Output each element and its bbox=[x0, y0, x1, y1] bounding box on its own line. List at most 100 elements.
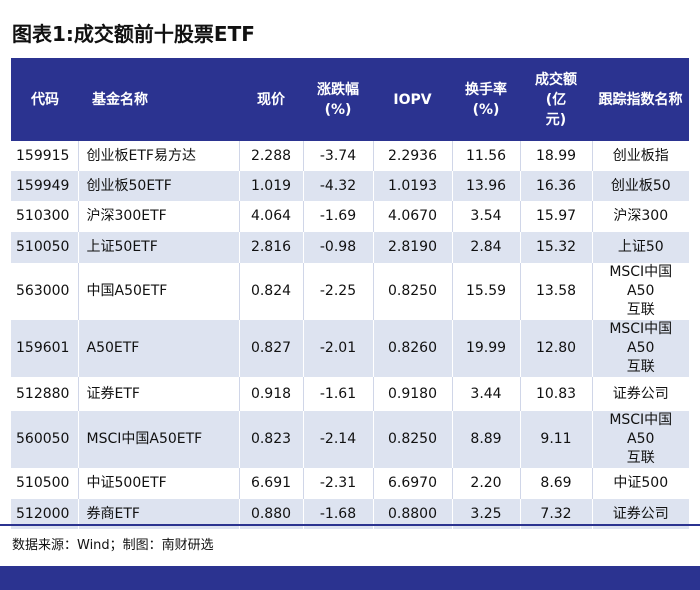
cell-iopv: 4.0670 bbox=[373, 201, 453, 232]
cell-turnover: 3.44 bbox=[452, 377, 521, 411]
header-turnover: 换手率 (%) bbox=[465, 81, 507, 118]
cell-amount: 18.99 bbox=[520, 141, 593, 171]
cell-turnover: 19.99 bbox=[452, 320, 521, 377]
cell-iopv: 2.2936 bbox=[373, 141, 453, 171]
table-row: 159949 创业板50ETF 1.019 -4.32 1.0193 13.96 16.36… bbox=[11, 171, 689, 201]
cell-iopv: 2.8190 bbox=[373, 232, 453, 263]
cell-index-line1: MSCI中国A50 bbox=[609, 264, 673, 299]
cell-price: 0.824 bbox=[239, 263, 304, 320]
cell-iopv: 0.9180 bbox=[373, 377, 453, 411]
cell-name: 中国A50ETF bbox=[78, 263, 240, 320]
cell-amount: 12.80 bbox=[520, 320, 593, 377]
cell-amount: 8.69 bbox=[520, 468, 593, 499]
cell-change: -4.32 bbox=[303, 171, 374, 201]
cell-amount: 15.32 bbox=[520, 232, 593, 263]
header-code: 代码 bbox=[31, 91, 59, 108]
cell-amount: 13.58 bbox=[520, 263, 593, 320]
cell-name: A50ETF bbox=[78, 320, 240, 377]
cell-index-line1: 中证500 bbox=[613, 475, 669, 491]
cell-code: 510500 bbox=[11, 468, 79, 499]
cell-index: 上证50 bbox=[592, 232, 689, 263]
cell-turnover: 8.89 bbox=[452, 411, 521, 468]
table-row: 563000 中国A50ETF 0.824 -2.25 0.8250 15.59 13.58… bbox=[11, 263, 689, 320]
cell-amount: 16.36 bbox=[520, 171, 593, 201]
cell-change: -1.61 bbox=[303, 377, 374, 411]
cell-name: 中证500ETF bbox=[78, 468, 240, 499]
cell-turnover: 2.20 bbox=[452, 468, 521, 499]
cell-index-line1: 创业板50 bbox=[610, 177, 671, 194]
cell-index: 创业板指 bbox=[592, 141, 689, 171]
cell-code: 560050 bbox=[11, 411, 79, 468]
table-row: 510300 沪深300ETF 4.064 -1.69 4.0670 3.54 15.97 沪… bbox=[11, 201, 689, 232]
cell-turnover: 3.54 bbox=[452, 201, 521, 232]
header-price: 现价 bbox=[257, 91, 285, 108]
cell-price: 0.827 bbox=[239, 320, 304, 377]
cell-change: -2.01 bbox=[303, 320, 374, 377]
cell-price: 6.691 bbox=[239, 468, 304, 499]
cell-change: -2.14 bbox=[303, 411, 374, 468]
cell-name: 上证50ETF bbox=[78, 232, 240, 263]
header-name: 基金名称 bbox=[92, 91, 148, 108]
cell-change: -2.31 bbox=[303, 468, 374, 499]
page-title: 图表1:成交额前十股票ETF bbox=[12, 22, 255, 46]
etf-table: 代码 基金名称 现价 涨跌幅 (%) IOPV 换手率 (%) 成交额 (亿 元) 跟踪… bbox=[11, 58, 689, 529]
source-note: 数据来源：Wind；制图：南财研选 bbox=[0, 524, 700, 568]
cell-turnover: 15.59 bbox=[452, 263, 521, 320]
header-change: 涨跌幅 (%) bbox=[317, 81, 359, 118]
table-body: 159915 创业板ETF易方达 2.288 -3.74 2.2936 11.56 18.9… bbox=[11, 141, 689, 529]
cell-amount: 15.97 bbox=[520, 201, 593, 232]
cell-index: 证券公司 bbox=[592, 499, 689, 529]
cell-index: MSCI中国A50 互联 bbox=[592, 263, 689, 320]
cell-change: -0.98 bbox=[303, 232, 374, 263]
cell-iopv: 0.8260 bbox=[373, 320, 453, 377]
cell-price: 1.019 bbox=[239, 171, 304, 201]
cell-code: 512880 bbox=[11, 377, 79, 411]
cell-index-line1: 沪深300 bbox=[613, 208, 669, 224]
cell-amount: 10.83 bbox=[520, 377, 593, 411]
table-row: 159915 创业板ETF易方达 2.288 -3.74 2.2936 11.56 18.9… bbox=[11, 141, 689, 171]
etf-table-container: 代码 基金名称 现价 涨跌幅 (%) IOPV 换手率 (%) 成交额 (亿 元) 跟踪… bbox=[11, 58, 689, 529]
cell-price: 0.823 bbox=[239, 411, 304, 468]
cell-index: MSCI中国A50 互联 bbox=[592, 320, 689, 377]
cell-name: 创业板ETF易方达 bbox=[78, 141, 240, 171]
cell-index-line2: 互联 bbox=[626, 302, 655, 318]
table-row: 159601 A50ETF 0.827 -2.01 0.8260 19.99 12.80 MS… bbox=[11, 320, 689, 377]
cell-turnover: 11.56 bbox=[452, 141, 521, 171]
header-index: 跟踪指数名称 bbox=[598, 91, 683, 108]
cell-price: 2.816 bbox=[239, 232, 304, 263]
cell-iopv: 6.6970 bbox=[373, 468, 453, 499]
cell-index-line1: 创业板指 bbox=[612, 147, 669, 164]
cell-index-line1: 上证50 bbox=[617, 239, 664, 255]
cell-name: 证券ETF bbox=[78, 377, 240, 411]
cell-price: 2.288 bbox=[239, 141, 304, 171]
table-row: 510500 中证500ETF 6.691 -2.31 6.6970 2.20 8.69 中证… bbox=[11, 468, 689, 499]
cell-iopv: 0.8250 bbox=[373, 263, 453, 320]
cell-code: 510050 bbox=[11, 232, 79, 263]
cell-index-line2: 互联 bbox=[626, 450, 655, 466]
cell-iopv: 1.0193 bbox=[373, 171, 453, 201]
cell-amount: 9.11 bbox=[520, 411, 593, 468]
header-amount: 成交额 (亿 元) bbox=[535, 71, 577, 128]
cell-name: MSCI中国A50ETF bbox=[78, 411, 240, 468]
cell-index: 证券公司 bbox=[592, 377, 689, 411]
cell-index-line1: 证券公司 bbox=[612, 505, 669, 522]
table-row: 510050 上证50ETF 2.816 -0.98 2.8190 2.84 15.32 上证… bbox=[11, 232, 689, 263]
cell-index: 创业板50 bbox=[592, 171, 689, 201]
cell-index-line1: MSCI中国A50 bbox=[609, 412, 673, 447]
cell-index: 沪深300 bbox=[592, 201, 689, 232]
cell-change: -3.74 bbox=[303, 141, 374, 171]
cell-code: 159601 bbox=[11, 320, 79, 377]
cell-index: MSCI中国A50 互联 bbox=[592, 411, 689, 468]
cell-turnover: 13.96 bbox=[452, 171, 521, 201]
cell-index-line1: MSCI中国A50 bbox=[609, 321, 673, 356]
cell-code: 159949 bbox=[11, 171, 79, 201]
cell-change: -2.25 bbox=[303, 263, 374, 320]
table-row: 560050 MSCI中国A50ETF 0.823 -2.14 0.8250 8.89 9.… bbox=[11, 411, 689, 468]
bottom-bar bbox=[0, 566, 700, 590]
cell-code: 563000 bbox=[11, 263, 79, 320]
cell-iopv: 0.8250 bbox=[373, 411, 453, 468]
cell-change: -1.69 bbox=[303, 201, 374, 232]
cell-price: 4.064 bbox=[239, 201, 304, 232]
cell-amount: 7.32 bbox=[520, 499, 593, 529]
cell-index-line2: 互联 bbox=[626, 359, 655, 375]
